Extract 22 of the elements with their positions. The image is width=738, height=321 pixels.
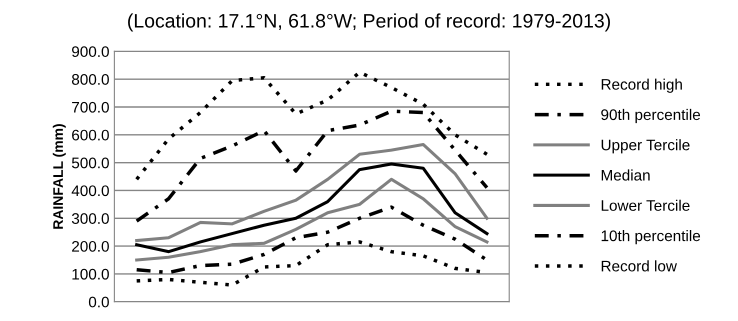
y-tick-label: 100.0: [72, 268, 109, 280]
legend-label: Median: [602, 169, 650, 181]
legend-label: Record high: [602, 78, 682, 93]
legend-label: Record low: [602, 260, 677, 272]
y-tick-label: 300.0: [72, 213, 109, 224]
y-tick-label: 500.0: [72, 158, 109, 168]
y-axis-title: RAINFALL (mm): [52, 124, 66, 229]
line-series: [134, 70, 489, 182]
line-series: [134, 109, 489, 223]
legend-label: Lower Tercile: [602, 200, 690, 211]
legend-label: Upper Tercile: [602, 139, 690, 154]
y-tick-label: 400.0: [72, 185, 109, 196]
y-tick-label: 0.0: [88, 296, 109, 308]
y-tick-label: 700.0: [72, 102, 109, 113]
line-series: [135, 162, 488, 254]
y-tick-label: 800.0: [72, 74, 109, 85]
legend-label: 10th percentile: [602, 230, 700, 244]
y-tick-label: 200.0: [72, 240, 109, 252]
legend-label: 90th percentile: [601, 108, 700, 124]
y-tick-label: 900.0: [72, 46, 109, 58]
chart-title: (Location: 17.1°N, 61.8°W; Period of record: 1979-2013): [128, 13, 610, 32]
y-tick-label: 600.0: [72, 130, 109, 141]
